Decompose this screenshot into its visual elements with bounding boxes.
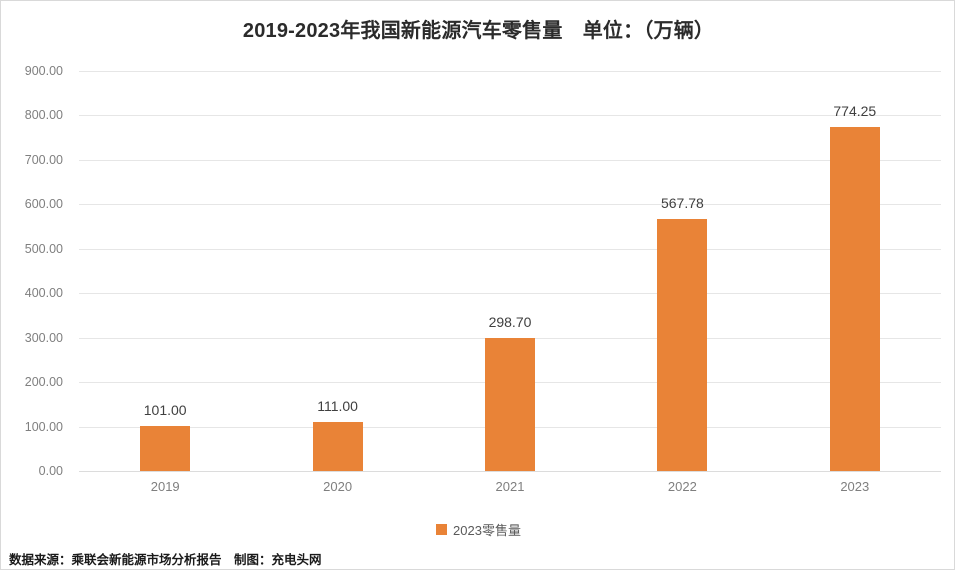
bar[interactable] bbox=[140, 426, 191, 471]
gridline bbox=[79, 159, 941, 161]
bar-value-label: 567.78 bbox=[660, 194, 704, 211]
x-axis-tick-label: 2023 bbox=[840, 479, 870, 494]
bar-value-label: 774.25 bbox=[833, 102, 877, 119]
bar-value-label: 101.00 bbox=[143, 402, 187, 419]
source-note: 数据来源：乘联会新能源市场分析报告 制图：充电头网 bbox=[9, 553, 322, 567]
gridline bbox=[79, 471, 941, 472]
y-axis-tick-label: 100.00 bbox=[24, 419, 63, 434]
y-axis: 900.00 800.00 700.00 600.00 500.00 400.00 300.… bbox=[1, 64, 71, 478]
gridline bbox=[79, 71, 941, 72]
plot-area: 101.00 111.00 298.70 567.78 774.25 bbox=[79, 71, 941, 472]
y-axis-tick-label: 800.00 bbox=[24, 108, 63, 123]
bar-group: 101.00 bbox=[79, 71, 251, 471]
gridline bbox=[79, 337, 941, 339]
gridline bbox=[79, 204, 941, 206]
bar[interactable] bbox=[312, 421, 363, 471]
x-axis-tick-label: 2021 bbox=[495, 479, 525, 494]
bar-group: 774.25 bbox=[769, 71, 941, 471]
gridline bbox=[79, 248, 941, 250]
bar-value-label: 298.70 bbox=[488, 314, 532, 331]
gridline bbox=[79, 115, 941, 117]
x-axis-tick-label: 2019 bbox=[150, 479, 180, 494]
x-axis-tick-label: 2020 bbox=[323, 479, 353, 494]
chart-title: 2019-2023年我国新能源汽车零售量 单位：（万辆） bbox=[242, 20, 715, 42]
bar-group: 111.00 bbox=[251, 71, 423, 471]
y-axis-tick-label: 300.00 bbox=[24, 330, 63, 345]
x-axis-tick-label: 2022 bbox=[667, 479, 697, 494]
legend-label: 2023零售量 bbox=[453, 523, 521, 538]
y-axis-tick-label: 900.00 bbox=[24, 64, 63, 78]
y-axis-tick-label: 200.00 bbox=[24, 375, 63, 390]
y-axis-tick-label: 500.00 bbox=[24, 241, 63, 256]
bar[interactable] bbox=[657, 218, 708, 471]
x-axis: 2019 2020 2021 2022 2023 bbox=[79, 479, 941, 501]
y-axis-tick-label: 400.00 bbox=[24, 286, 63, 301]
y-axis-tick-label: 700.00 bbox=[24, 152, 63, 167]
y-axis-tick-label: 0.00 bbox=[38, 464, 63, 478]
legend-color-swatch bbox=[436, 524, 448, 535]
y-axis-tick-label: 600.00 bbox=[24, 197, 63, 212]
chart-legend: 2023零售量 bbox=[1, 520, 954, 539]
bar-group: 567.78 bbox=[596, 71, 768, 471]
bar-group: 298.70 bbox=[424, 71, 596, 471]
bar-value-label: 111.00 bbox=[317, 397, 358, 414]
bar[interactable] bbox=[829, 126, 880, 471]
bar[interactable] bbox=[484, 338, 535, 471]
gridline bbox=[79, 293, 941, 295]
